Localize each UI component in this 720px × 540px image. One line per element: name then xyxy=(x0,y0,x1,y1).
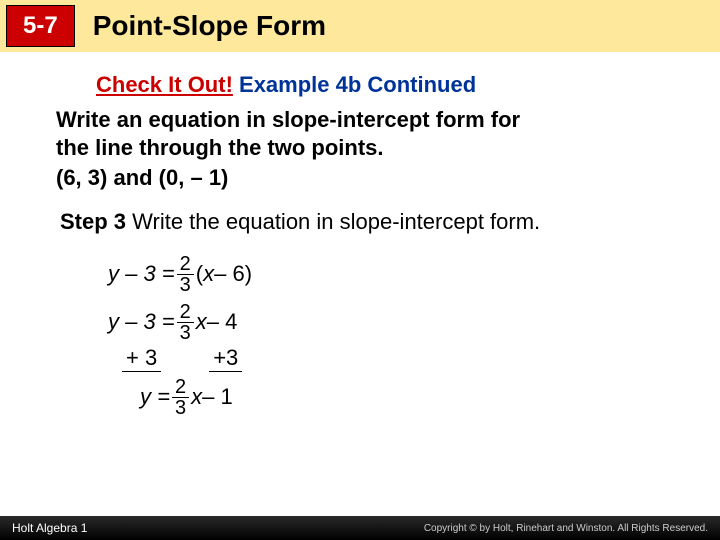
eq2-left: y – 3 = xyxy=(108,311,175,333)
frac-den-3: 3 xyxy=(172,398,189,418)
eq1-fraction: 2 3 xyxy=(177,254,194,295)
frac-den-2: 3 xyxy=(177,323,194,343)
eq1-close: – 6) xyxy=(214,263,252,285)
add-right: +3 xyxy=(209,347,242,372)
frac-num-2: 2 xyxy=(177,302,194,323)
add-left: + 3 xyxy=(122,347,161,372)
eq2-tail: – 4 xyxy=(207,311,238,333)
step-line: Step 3 Write the equation in slope-inter… xyxy=(60,209,684,235)
frac-num: 2 xyxy=(177,254,194,275)
eq1-left: y – 3 = xyxy=(108,263,175,285)
footer-bar: Holt Algebra 1 Copyright © by Holt, Rine… xyxy=(0,516,720,540)
math-block: y – 3 = 2 3 ( x – 6) y – 3 = 2 3 x – 4 +… xyxy=(108,253,684,418)
equation-3: y = 2 3 x – 1 xyxy=(140,376,684,418)
lesson-number-box: 5-7 xyxy=(6,5,75,47)
add-row: + 3 +3 xyxy=(108,347,684,372)
header-bar: 5-7 Point-Slope Form xyxy=(0,0,720,52)
frac-den: 3 xyxy=(177,275,194,295)
check-blue-text: Example 4b Continued xyxy=(233,72,476,97)
check-it-out-line: Check It Out! Example 4b Continued xyxy=(96,72,684,98)
eq3-x: x xyxy=(191,386,202,408)
frac-num-3: 2 xyxy=(172,377,189,398)
eq1-open: ( xyxy=(196,263,203,285)
footer-right: Copyright © by Holt, Rinehart and Winsto… xyxy=(424,523,708,534)
step-text: Write the equation in slope-intercept fo… xyxy=(126,209,540,234)
eq3-left: y = xyxy=(140,386,170,408)
points-text: (6, 3) and (0, – 1) xyxy=(56,165,684,191)
eq2-fraction: 2 3 xyxy=(177,302,194,343)
equation-2: y – 3 = 2 3 x – 4 xyxy=(108,301,684,343)
lesson-number: 5-7 xyxy=(23,12,58,39)
prompt-line2: the line through the two points. xyxy=(56,135,384,160)
eq2-x: x xyxy=(196,311,207,333)
prompt-text: Write an equation in slope-intercept for… xyxy=(56,106,684,161)
footer-left: Holt Algebra 1 xyxy=(12,521,87,535)
step-label: Step 3 xyxy=(60,209,126,234)
check-red-text: Check It Out! xyxy=(96,72,233,97)
eq1-x: x xyxy=(203,263,214,285)
prompt-line1: Write an equation in slope-intercept for… xyxy=(56,107,520,132)
equation-1: y – 3 = 2 3 ( x – 6) xyxy=(108,253,684,295)
eq3-fraction: 2 3 xyxy=(172,377,189,418)
page-title: Point-Slope Form xyxy=(93,10,326,42)
content-area: Check It Out! Example 4b Continued Write… xyxy=(0,52,720,418)
eq3-tail: – 1 xyxy=(202,386,233,408)
